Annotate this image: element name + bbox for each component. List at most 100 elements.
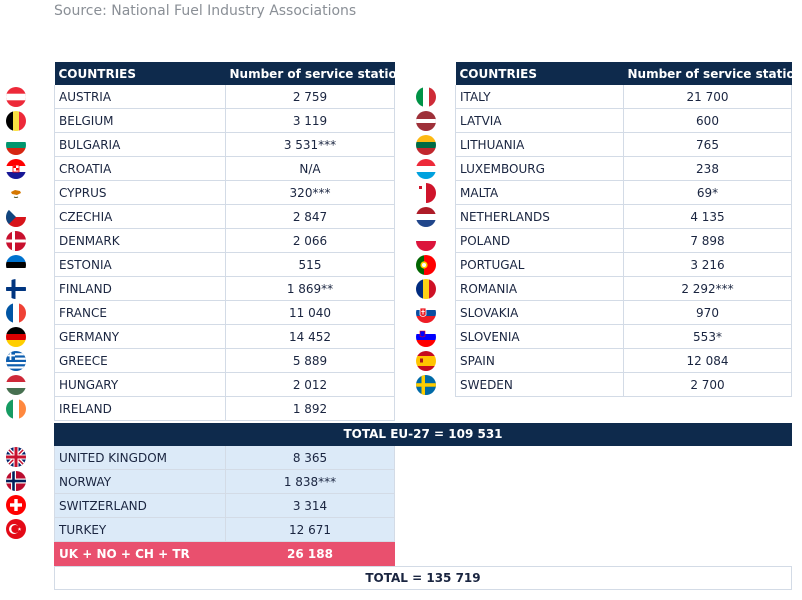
turkey-flag-icon: [6, 519, 26, 539]
switzerland-flag-icon: [6, 495, 26, 515]
country-cell: IRELAND: [54, 396, 226, 421]
table-header-row: COUNTRIES Number of service stations: [455, 62, 802, 85]
stations-cell: 2 700: [623, 372, 792, 397]
table-row: SWITZERLAND 3 314: [54, 493, 395, 518]
lithuania-flag-icon: [416, 135, 436, 155]
romania-flag-icon: [416, 279, 436, 299]
latvia-flag-icon: [416, 111, 436, 131]
table-row: UNITED KINGDOM 8 365: [54, 446, 395, 470]
stations-cell: 1 892: [225, 396, 395, 421]
table-row: CROATIA N/A: [54, 156, 395, 181]
table-row: BELGIUM 3 119: [54, 108, 395, 133]
ireland-flag-icon: [6, 399, 26, 419]
stations-cell: 4 135: [623, 204, 792, 229]
czechia-flag-icon: [6, 207, 26, 227]
table-row: LUXEMBOURG 238: [455, 156, 792, 181]
stations-cell: 515: [225, 252, 395, 277]
poland-flag-icon: [416, 231, 436, 251]
luxembourg-flag-icon: [416, 159, 436, 179]
table-row: LITHUANIA 765: [455, 132, 792, 157]
stations-cell: 2 066: [225, 228, 395, 253]
table-row: BULGARIA 3 531***: [54, 132, 395, 157]
greece-flag-icon: [6, 351, 26, 371]
denmark-flag-icon: [6, 231, 26, 251]
table-row: GREECE 5 889: [54, 348, 395, 373]
united-kingdom-flag-icon: [6, 447, 26, 467]
subtotal-value: 26 188: [225, 541, 395, 566]
stations-cell: 600: [623, 108, 792, 133]
stations-cell: 765: [623, 132, 792, 157]
table-row: IRELAND 1 892: [54, 396, 395, 421]
total-eu-bar: TOTAL EU-27 = 109 531: [54, 423, 792, 446]
country-cell: FINLAND: [54, 276, 226, 301]
bulgaria-flag-icon: [6, 135, 26, 155]
stations-cell: 3 314: [225, 493, 395, 518]
stations-cell: 11 040: [225, 300, 395, 325]
country-cell: AUSTRIA: [54, 85, 226, 109]
stations-cell: 3 531***: [225, 132, 395, 157]
table-row: SPAIN 12 084: [455, 348, 792, 373]
country-cell: TURKEY: [54, 517, 226, 542]
table-row: SWEDEN 2 700: [455, 372, 792, 397]
stations-cell: 8 365: [225, 446, 395, 470]
table-row: SLOVAKIA 970: [455, 300, 792, 325]
country-cell: GERMANY: [54, 324, 226, 349]
country-cell: SWITZERLAND: [54, 493, 226, 518]
stations-cell: 5 889: [225, 348, 395, 373]
grand-total-bar: TOTAL = 135 719: [54, 566, 792, 590]
eu-table-left: COUNTRIES Number of service stations AUS…: [54, 62, 412, 421]
table-row: POLAND 7 898: [455, 228, 792, 253]
stations-cell: 1 869**: [225, 276, 395, 301]
source-note: Source: National Fuel Industry Associati…: [54, 3, 357, 19]
table-header-row: COUNTRIES Number of service stations: [54, 62, 412, 85]
table-row: AUSTRIA 2 759: [54, 85, 395, 109]
country-cell: PORTUGAL: [455, 252, 624, 277]
country-cell: LUXEMBOURG: [455, 156, 624, 181]
spain-flag-icon: [416, 351, 436, 371]
stations-cell: 69*: [623, 180, 792, 205]
stations-cell: 2 012: [225, 372, 395, 397]
stations-cell: 21 700: [623, 85, 792, 109]
stations-cell: 3 119: [225, 108, 395, 133]
country-cell: SLOVAKIA: [455, 300, 624, 325]
countries-header: COUNTRIES: [455, 62, 624, 85]
country-cell: POLAND: [455, 228, 624, 253]
country-cell: SPAIN: [455, 348, 624, 373]
country-cell: GREECE: [54, 348, 226, 373]
stations-cell: 1 838***: [225, 469, 395, 494]
table-row: GERMANY 14 452: [54, 324, 395, 349]
table-row: ESTONIA 515: [54, 252, 395, 277]
non-eu-table: UNITED KINGDOM 8 365 NORWAY 1 838*** SWITZER…: [54, 446, 395, 566]
sweden-flag-icon: [416, 375, 436, 395]
slovenia-flag-icon: [416, 327, 436, 347]
table-row: ITALY 21 700: [455, 85, 792, 109]
countries-header: COUNTRIES: [54, 62, 226, 85]
croatia-flag-icon: [6, 159, 26, 179]
table-row: FINLAND 1 869**: [54, 276, 395, 301]
malta-flag-icon: [416, 183, 436, 203]
stations-cell: 14 452: [225, 324, 395, 349]
table-row: FRANCE 11 040: [54, 300, 395, 325]
country-cell: BELGIUM: [54, 108, 226, 133]
austria-flag-icon: [6, 87, 26, 107]
table-row: LATVIA 600: [455, 108, 792, 133]
country-cell: ITALY: [455, 85, 624, 109]
table-row: ROMANIA 2 292***: [455, 276, 792, 301]
cyprus-flag-icon: [6, 183, 26, 203]
country-cell: DENMARK: [54, 228, 226, 253]
country-cell: MALTA: [455, 180, 624, 205]
stations-cell: 238: [623, 156, 792, 181]
table-row: CYPRUS 320***: [54, 180, 395, 205]
country-cell: SLOVENIA: [455, 324, 624, 349]
estonia-flag-icon: [6, 255, 26, 275]
country-cell: ESTONIA: [54, 252, 226, 277]
country-cell: CROATIA: [54, 156, 226, 181]
table-row: CZECHIA 2 847: [54, 204, 395, 229]
stations-cell: 2 847: [225, 204, 395, 229]
stations-cell: 553*: [623, 324, 792, 349]
stations-header: Number of service stations: [623, 62, 802, 85]
table-row: SLOVENIA 553*: [455, 324, 792, 349]
country-cell: NETHERLANDS: [455, 204, 624, 229]
stations-cell: 12 671: [225, 517, 395, 542]
table-row: DENMARK 2 066: [54, 228, 395, 253]
